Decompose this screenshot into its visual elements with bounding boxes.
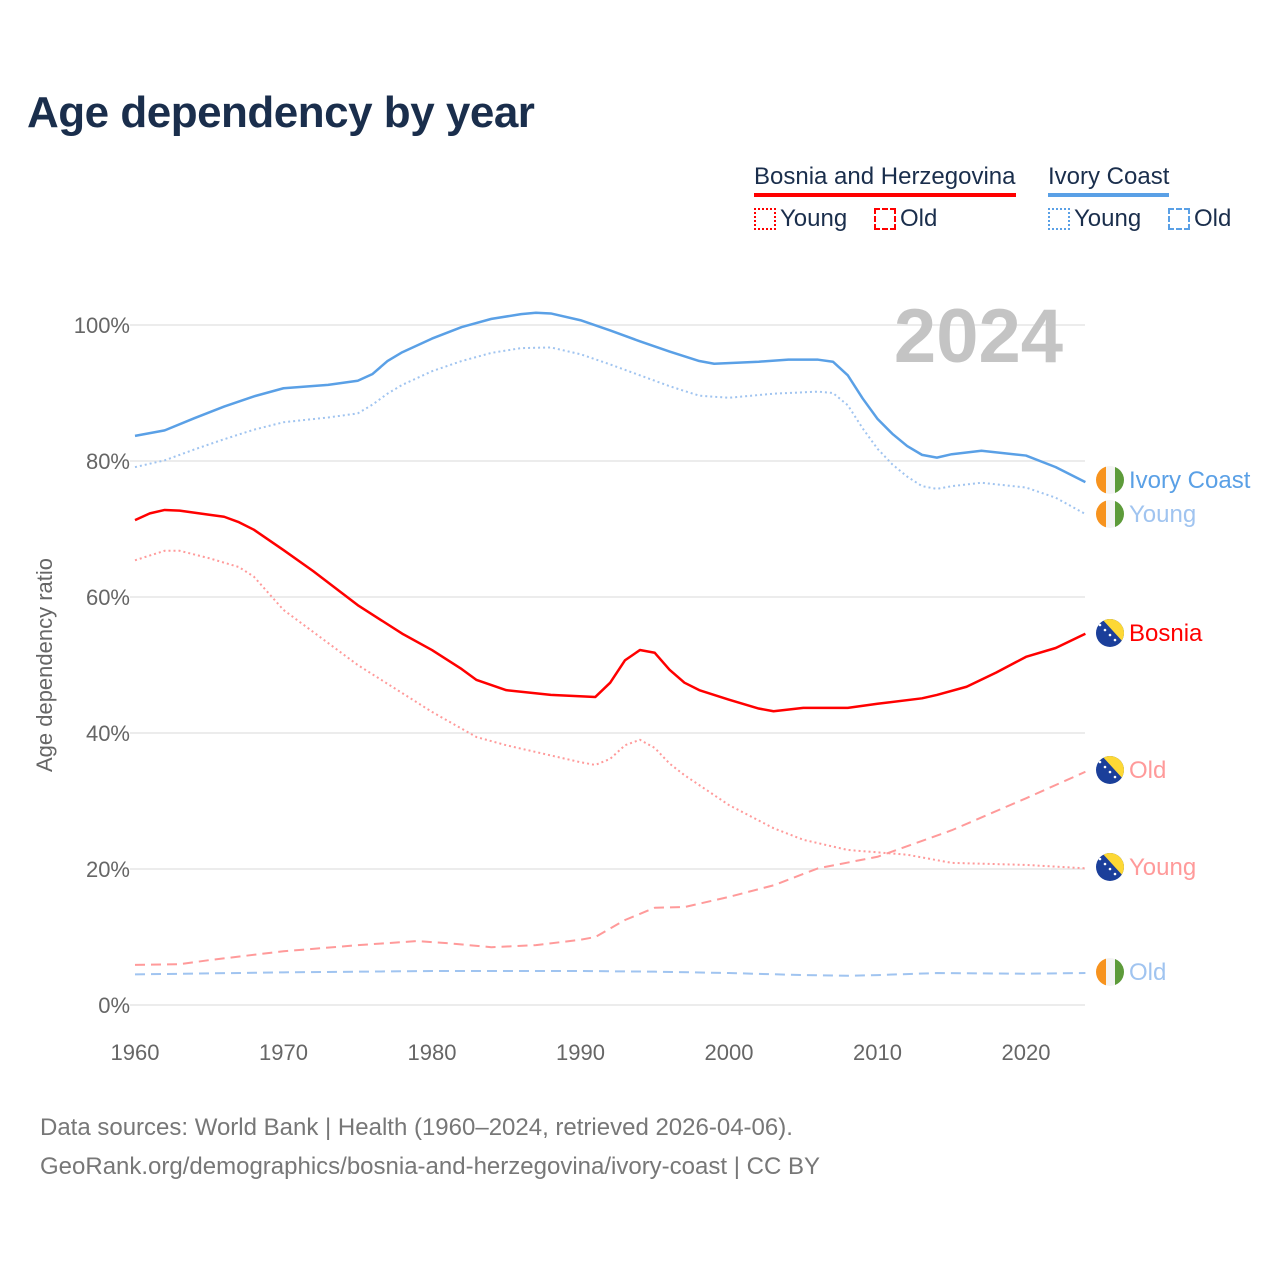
x-tick-label: 1960 [111, 1040, 160, 1065]
y-tick-label: 80% [86, 449, 130, 474]
legend-item-bosnia-young[interactable]: Young [754, 205, 847, 233]
y-tick-label: 60% [86, 585, 130, 610]
end-label: Young [1129, 854, 1196, 881]
legend-item-ivory-young[interactable]: Young [1048, 205, 1141, 233]
legend-group-ivory-coast[interactable]: Ivory Coast [1048, 163, 1170, 197]
bosnia-flag-icon [1096, 756, 1124, 784]
x-tick-label: 1970 [259, 1040, 308, 1065]
y-tick-label: 40% [86, 721, 130, 746]
x-tick-label: 1980 [408, 1040, 457, 1065]
series-line-bosnia [134, 508, 1086, 713]
series-line-ivory-coast-young [134, 346, 1086, 515]
legend-item-ivory-old[interactable]: Old [1168, 205, 1231, 233]
chart-title: Age dependency by year [27, 88, 535, 137]
dashed-swatch-icon [874, 208, 896, 230]
ivory-coast-flag-icon [1096, 466, 1124, 494]
x-tick-label: 1990 [556, 1040, 605, 1065]
legend-label: Young [1074, 205, 1142, 232]
dashed-swatch-icon [1168, 208, 1190, 230]
legend-label: Old [900, 205, 938, 232]
end-label: Old [1129, 959, 1166, 986]
series-line-ivory-coast-old [134, 970, 1086, 977]
legend-group-bosnia[interactable]: Bosnia and Herzegovina [754, 163, 1016, 197]
series-line-bosnia-young [134, 549, 1086, 870]
x-tick-label: 2000 [705, 1040, 754, 1065]
ivory-coast-flag-icon [1096, 500, 1124, 528]
footer: Data sources: World Bank | Health (1960–… [40, 1108, 820, 1186]
y-tick-label: 100% [74, 313, 130, 338]
dotted-swatch-icon [754, 208, 776, 230]
x-tick-label: 2020 [1002, 1040, 1051, 1065]
end-label: Ivory Coast [1129, 467, 1251, 494]
legend-label: Old [1194, 205, 1232, 232]
y-tick-label: 0% [98, 993, 130, 1018]
url-text[interactable]: GeoRank.org/demographics/bosnia-and-herz… [40, 1153, 820, 1180]
dotted-swatch-icon [1048, 208, 1070, 230]
y-axis-label: Age dependency ratio [32, 558, 57, 772]
x-tick-label: 2010 [853, 1040, 902, 1065]
bosnia-flag-icon [1096, 853, 1124, 881]
end-label: Bosnia [1129, 620, 1203, 647]
legend-item-bosnia-old[interactable]: Old [874, 205, 937, 233]
end-label: Young [1129, 501, 1196, 528]
year-watermark: 2024 [894, 294, 1063, 379]
end-label: Old [1129, 757, 1166, 784]
ivory-coast-flag-icon [1096, 958, 1124, 986]
series-line-bosnia-old [134, 770, 1086, 966]
legend-label: Young [780, 205, 848, 232]
source-text: Data sources: World Bank | Health (1960–… [40, 1114, 793, 1141]
bosnia-flag-icon [1096, 619, 1124, 647]
y-tick-label: 20% [86, 857, 130, 882]
series-line-ivory-coast [134, 311, 1086, 484]
